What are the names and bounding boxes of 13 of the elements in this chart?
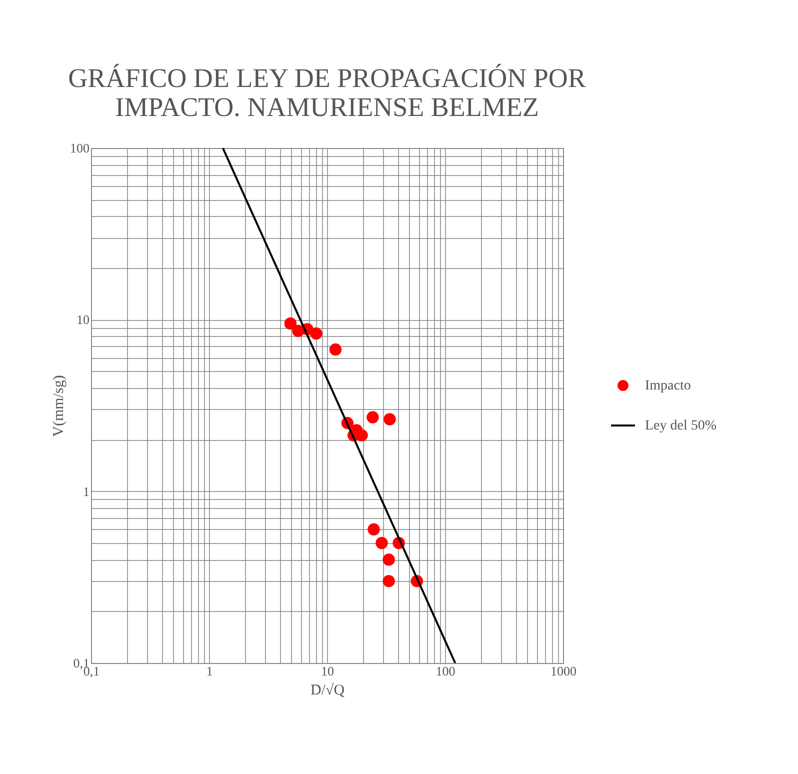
x-tick-label: 100	[436, 664, 456, 678]
x-tick-label: 10	[321, 664, 334, 678]
text: GRÁFICO DE LEY DE PROPAGACIÓN POR	[68, 63, 586, 93]
x-axis-title: D/√Q	[310, 682, 345, 698]
y-axis-title: V(mm/sg)	[51, 375, 67, 437]
y-tick-label: 1	[83, 484, 90, 499]
y-tick-label: 10	[76, 312, 90, 328]
legend-label: Ley del 50%	[645, 418, 717, 434]
x-tick-label: 1	[206, 664, 213, 678]
legend-label: Impacto	[645, 378, 691, 394]
y-tick-label: 100	[70, 140, 90, 156]
x-tick-label: 1000	[550, 664, 576, 678]
text: IMPACTO. NAMURIENSE BELMEZ	[115, 92, 539, 122]
